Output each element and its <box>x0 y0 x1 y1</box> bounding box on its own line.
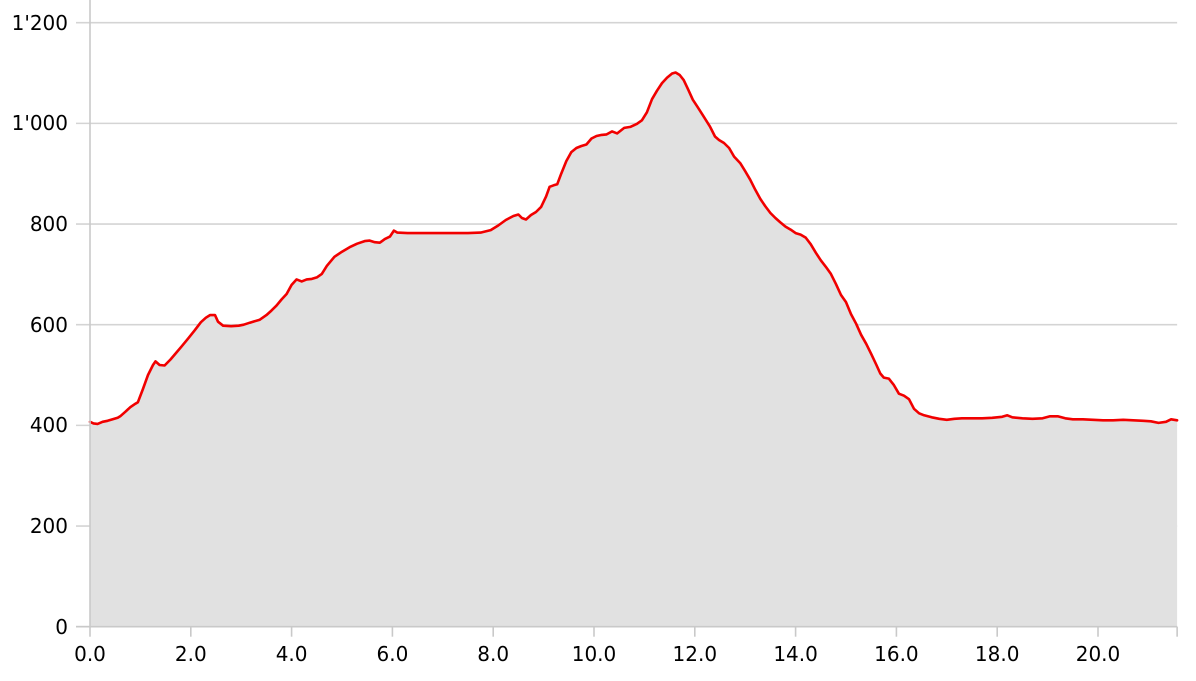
x-tick-label-4: 8.0 <box>477 642 510 666</box>
elevation-line <box>88 71 1179 426</box>
x-tick-label-5: 10.0 <box>571 642 617 666</box>
y-tick-label-3: 600 <box>29 312 68 337</box>
x-tick-label-10: 20.0 <box>1075 642 1121 666</box>
x-tick-label-8: 16.0 <box>874 642 919 666</box>
x-tick-label-3: 6.0 <box>376 642 409 666</box>
y-tick-label-6: 1'200 <box>11 10 68 35</box>
y-tick-label-2: 400 <box>29 413 68 438</box>
elevation-area <box>90 72 1178 627</box>
x-tick-label-0: 0.0 <box>74 642 106 666</box>
y-tick-label-4: 800 <box>29 212 68 237</box>
y-tick-label-0: 0 <box>55 614 68 639</box>
x-tick-label-9: 18.0 <box>974 642 1020 666</box>
y-tick-label-5: 1'000 <box>11 111 68 136</box>
x-tick-label-1: 2.0 <box>174 642 207 666</box>
x-tick-label-6: 12.0 <box>672 642 718 666</box>
x-tick-label-2: 4.0 <box>275 642 308 666</box>
y-tick-label-1: 200 <box>29 514 68 539</box>
x-tick-label-7: 14.0 <box>773 642 818 666</box>
